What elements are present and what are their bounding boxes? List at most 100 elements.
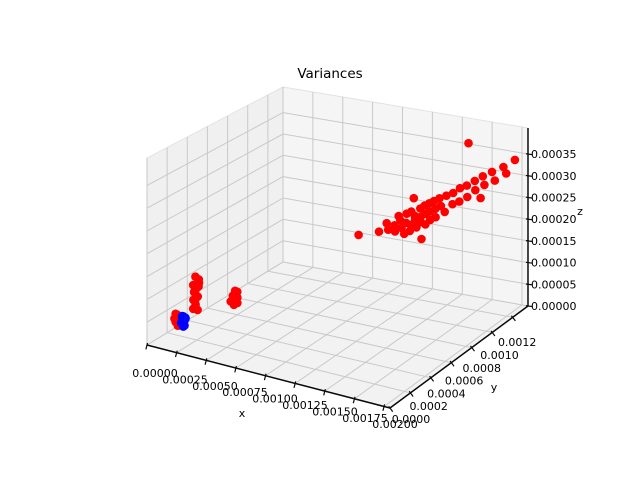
grid-line-z — [146, 240, 284, 323]
plot-title: Variances — [297, 66, 362, 82]
scatter-point-red — [476, 193, 485, 203]
scatter-point-red — [490, 176, 500, 185]
z-tick-label: 0.00005 — [531, 278, 577, 291]
scatter-point-red — [390, 227, 400, 236]
scatter-points — [170, 138, 520, 331]
scatter-point-red — [448, 188, 458, 198]
x-tick-mark — [352, 396, 356, 404]
y-tick-mark — [429, 375, 435, 382]
y-tick-mark — [470, 345, 475, 352]
z-tick-mark — [525, 218, 533, 221]
z-tick-label: 0.00000 — [531, 300, 577, 313]
z-tick-label: 0.00035 — [531, 148, 577, 161]
y-tick-mark — [388, 405, 394, 412]
scatter-point-red — [193, 305, 202, 315]
grid-line-y — [247, 283, 493, 333]
scatter-point-red — [440, 207, 450, 217]
grid-line-z — [146, 154, 284, 232]
scatter-point-red — [390, 221, 399, 230]
grid-line-x — [324, 293, 463, 392]
x-tick-mark — [323, 388, 326, 396]
grid-line-x — [294, 288, 433, 384]
x-tick-mark — [234, 365, 237, 373]
z-tick-label: 0.00010 — [531, 257, 577, 270]
grid-line-z — [146, 218, 284, 300]
scatter-point-red — [435, 194, 444, 203]
y-tick-label: 0.0012 — [498, 336, 537, 349]
z-axis-label: z — [577, 205, 583, 218]
scatter-point-red — [448, 199, 457, 209]
scatter-point-red — [470, 176, 480, 186]
y-tick-mark — [490, 330, 496, 337]
x-tick-label: 0.00050 — [192, 380, 238, 393]
tick-marks — [145, 153, 533, 412]
scatter-point-red — [464, 138, 473, 148]
grid-line-z — [282, 218, 529, 264]
grid-line-x — [265, 283, 403, 377]
grid-line-x — [354, 299, 493, 400]
scatter-point-red — [229, 295, 239, 304]
scatter-point-red — [499, 162, 508, 172]
grid-line-x — [235, 277, 373, 369]
scatter-point-red — [462, 181, 472, 190]
scatter-point-red — [455, 183, 465, 193]
scatter-point-red — [442, 191, 451, 200]
z-tick-label: 0.00020 — [531, 213, 577, 226]
z-tick-mark — [525, 240, 533, 243]
grid-line-z — [282, 112, 529, 155]
grid-line-y — [207, 307, 452, 364]
grid-line-z — [146, 197, 284, 278]
grid-line-z — [146, 133, 284, 209]
y-axis-label: y — [491, 381, 498, 394]
x-axis-spine — [146, 344, 391, 409]
scatter-point-red — [487, 167, 497, 177]
z-tick-label: 0.00030 — [531, 170, 577, 183]
tick-labels: 0.000000.000250.000500.000750.001000.001… — [132, 148, 576, 431]
y-tick-label: 0.0010 — [480, 349, 519, 362]
x-tick-label: 0.00150 — [312, 405, 358, 418]
scatter-point-red — [409, 193, 419, 203]
grid-line-y — [267, 270, 513, 318]
grid-line-z — [146, 261, 284, 346]
scatter-point-red — [471, 185, 480, 195]
grid-line-z — [146, 112, 284, 186]
x-tick-mark — [145, 342, 149, 350]
grid-line-x — [383, 304, 523, 407]
grid-line-z — [282, 154, 529, 198]
grid-line-z — [146, 176, 284, 255]
scatter-point-red — [354, 230, 363, 240]
axis-spines — [146, 128, 529, 409]
z-tick-mark — [525, 153, 533, 156]
scatter-point-red — [431, 212, 440, 222]
z-tick-mark — [525, 261, 533, 264]
y-tick-label: 0.0008 — [463, 362, 502, 375]
scatter-point-red — [374, 227, 384, 236]
x-tick-label: 0.00200 — [372, 418, 418, 431]
scatter-point-red — [233, 287, 242, 297]
z-tick-mark — [525, 174, 533, 177]
scatter-point-red — [382, 218, 392, 228]
z-tick-mark — [525, 283, 533, 286]
grid-line-z — [282, 133, 529, 177]
scatter-point-red — [501, 169, 511, 178]
grid-line-y — [166, 332, 411, 394]
x-tick-label: 0.00025 — [162, 373, 208, 386]
z-tick-mark — [525, 305, 533, 308]
x-tick-label: 0.00075 — [222, 386, 268, 399]
grid-line-y — [227, 295, 472, 349]
x-tick-label: 0.00125 — [282, 399, 328, 412]
grid-lines — [146, 87, 529, 409]
y-axis-spine — [389, 305, 529, 409]
x-tick-label: 0.00100 — [252, 393, 298, 406]
grid-line-y — [187, 319, 432, 379]
grid-line-z — [282, 240, 529, 285]
scatter-point-red — [405, 226, 415, 236]
y-tick-label: 0.0004 — [427, 387, 466, 400]
scatter-point-red — [383, 225, 393, 234]
x-tick-mark — [174, 350, 178, 358]
z-tick-label: 0.00025 — [531, 192, 577, 205]
y-tick-mark — [449, 360, 455, 367]
x-tick-mark — [293, 381, 297, 388]
